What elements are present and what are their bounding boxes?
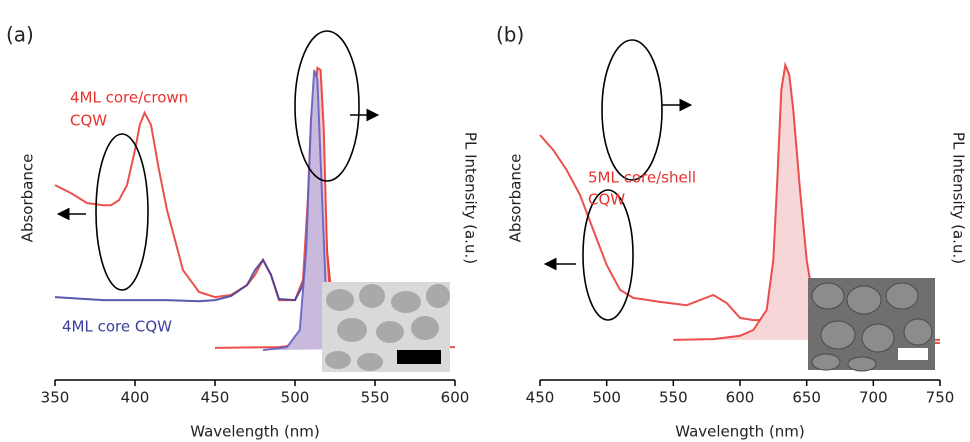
x-axis-label: Wavelength (nm) [675, 423, 805, 441]
annotation: 5ML core/shell [588, 169, 696, 187]
x-tick-label: 650 [792, 389, 821, 407]
x-tick-label: 400 [121, 389, 150, 407]
x-tick-label: 450 [201, 389, 230, 407]
x-tick-label: 350 [41, 389, 70, 407]
panel-label: (b) [496, 23, 524, 47]
x-axis-label: Wavelength (nm) [190, 423, 320, 441]
annotation: CQW [588, 191, 625, 209]
y2-axis-label: PL Intensity (a.u.) [950, 132, 968, 264]
annotation: 4ML core/crown [70, 89, 188, 107]
x-tick-label: 500 [592, 389, 621, 407]
inset-image [808, 278, 935, 371]
x-tick-label: 500 [281, 389, 310, 407]
panel-label: (a) [6, 23, 34, 47]
plot-layer [55, 65, 940, 350]
figure: (a) 4ML core/crown CQW 4ML core CQW (b) … [0, 0, 970, 442]
annotation: CQW [70, 112, 107, 130]
inset-image [322, 282, 450, 372]
x-tick-label: 600 [441, 389, 470, 407]
x-tick-label: 450 [526, 389, 555, 407]
y-axis-label: Absorbance [507, 154, 525, 243]
annotation-shapes [60, 31, 376, 290]
x-tick-label: 700 [859, 389, 888, 407]
x-tick-label: 550 [659, 389, 688, 407]
annotation: 4ML core CQW [62, 318, 172, 336]
x-tick-label: 600 [726, 389, 755, 407]
y-axis-label: Absorbance [19, 154, 37, 243]
x-tick-label: 550 [361, 389, 390, 407]
x-tick-label: 750 [926, 389, 955, 407]
y2-axis-label: PL Intensity (a.u.) [462, 132, 480, 264]
